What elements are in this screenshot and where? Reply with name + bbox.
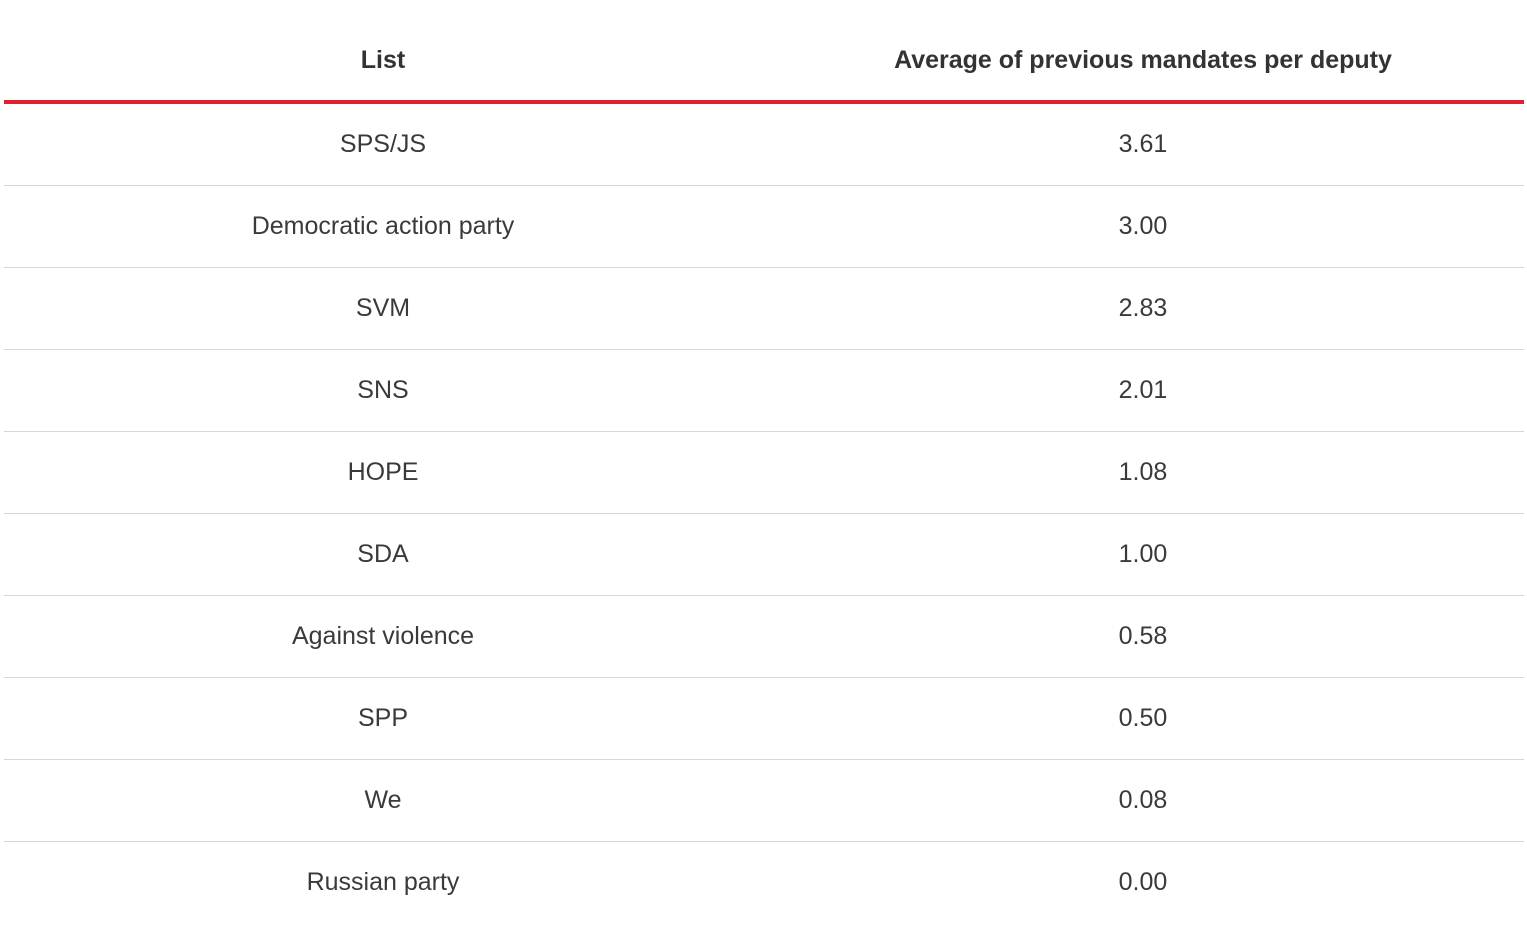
table-row: Against violence 0.58: [4, 595, 1524, 678]
cell-list: SDA: [4, 513, 762, 596]
table-row: We 0.08: [4, 759, 1524, 842]
data-table-container: List Average of previous mandates per de…: [4, 20, 1524, 923]
table-row: Democratic action party 3.00: [4, 185, 1524, 268]
table-row: HOPE 1.08: [4, 431, 1524, 514]
header-row: List Average of previous mandates per de…: [4, 20, 1524, 104]
table-body: SPS/JS 3.61 Democratic action party 3.00…: [4, 102, 1524, 923]
cell-value: 0.58: [762, 595, 1524, 678]
cell-value: 2.01: [762, 349, 1524, 432]
column-header-list[interactable]: List: [4, 20, 762, 104]
table-row: SDA 1.00: [4, 513, 1524, 596]
cell-list: We: [4, 759, 762, 842]
cell-value: 2.83: [762, 267, 1524, 350]
cell-list: SPP: [4, 677, 762, 760]
cell-value: 1.00: [762, 513, 1524, 596]
cell-value: 0.00: [1118, 868, 1168, 896]
cell-list: HOPE: [4, 431, 762, 514]
data-table: List Average of previous mandates per de…: [4, 20, 1524, 923]
cell-value: 3.61: [762, 102, 1524, 186]
cell-list: SPS/JS: [4, 102, 762, 186]
cell-list: SNS: [4, 349, 762, 432]
cell-list: Against violence: [4, 595, 762, 678]
cell-list: Russian party: [306, 868, 460, 896]
table-row: SPS/JS 3.61: [4, 102, 1524, 186]
cell-value: 0.50: [762, 677, 1524, 760]
table-row: SNS 2.01: [4, 349, 1524, 432]
table-row: SPP 0.50: [4, 677, 1524, 760]
column-header-average[interactable]: Average of previous mandates per deputy: [762, 20, 1524, 104]
table-row: Russian party 0.00: [4, 842, 1524, 924]
table-row: SVM 2.83: [4, 267, 1524, 350]
table-header: List Average of previous mandates per de…: [4, 20, 1524, 104]
cell-list: Democratic action party: [4, 185, 762, 268]
cell-value: 3.00: [762, 185, 1524, 268]
cell-value: 0.08: [762, 759, 1524, 842]
cell-value: 1.08: [762, 431, 1524, 514]
cell-list: SVM: [4, 267, 762, 350]
